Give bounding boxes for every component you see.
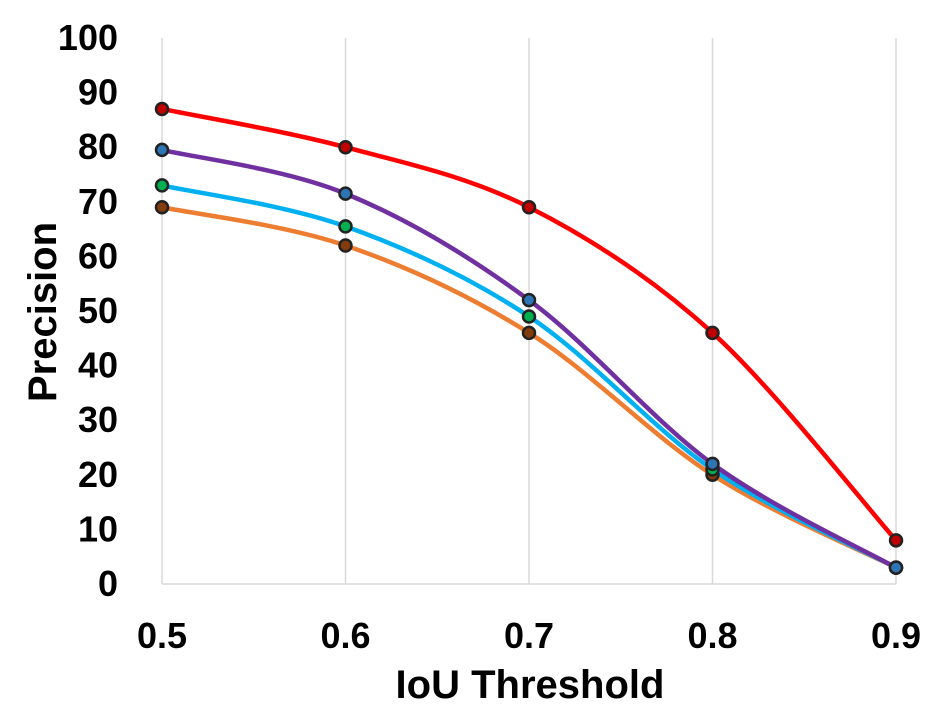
data-point-s3-1 <box>338 219 353 234</box>
x-tick-label: 0.9 <box>871 615 921 656</box>
data-point-s2-2 <box>521 292 537 308</box>
y-tick-label: 10 <box>78 508 118 549</box>
data-point-s3-0 <box>154 178 170 193</box>
x-tick-label: 0.7 <box>504 615 554 656</box>
y-tick-label: 70 <box>78 181 118 222</box>
y-tick-label: 60 <box>78 235 118 276</box>
markers <box>154 101 904 575</box>
data-point-s1-0 <box>154 101 170 117</box>
x-tick-label: 0.6 <box>320 615 370 656</box>
series-line-1 <box>159 106 899 543</box>
data-point-s4-0 <box>154 200 170 215</box>
data-point-s2-0 <box>154 142 170 158</box>
y-tick-label: 40 <box>78 345 118 386</box>
y-tick-label: 80 <box>78 126 118 167</box>
data-point-s2-4 <box>888 560 904 575</box>
y-tick-labels: 0 10 20 30 40 50 60 70 80 90 100 <box>58 17 118 604</box>
data-point-s4-2 <box>521 325 537 341</box>
y-tick-label: 0 <box>98 563 118 604</box>
x-axis-title: IoU Threshold <box>396 663 665 707</box>
data-point-s3-2 <box>521 309 537 324</box>
y-tick-label: 20 <box>78 454 118 495</box>
y-axis-title: Precision <box>21 222 65 402</box>
x-tick-label: 0.5 <box>137 615 187 656</box>
x-tick-label: 0.8 <box>687 615 737 656</box>
data-point-s1-4 <box>888 533 904 548</box>
data-point-s1-2 <box>521 200 537 215</box>
y-tick-label: 30 <box>78 399 118 440</box>
y-tick-label: 100 <box>58 17 118 58</box>
x-tick-labels: 0.5 0.6 0.7 0.8 0.9 <box>137 615 921 656</box>
y-tick-label: 90 <box>78 72 118 113</box>
data-point-s2-1 <box>338 186 353 201</box>
data-point-s1-1 <box>338 139 353 155</box>
y-tick-label: 50 <box>78 290 118 331</box>
data-point-s2-3 <box>705 456 720 472</box>
data-point-s1-3 <box>705 325 720 341</box>
data-point-s4-1 <box>338 238 353 253</box>
